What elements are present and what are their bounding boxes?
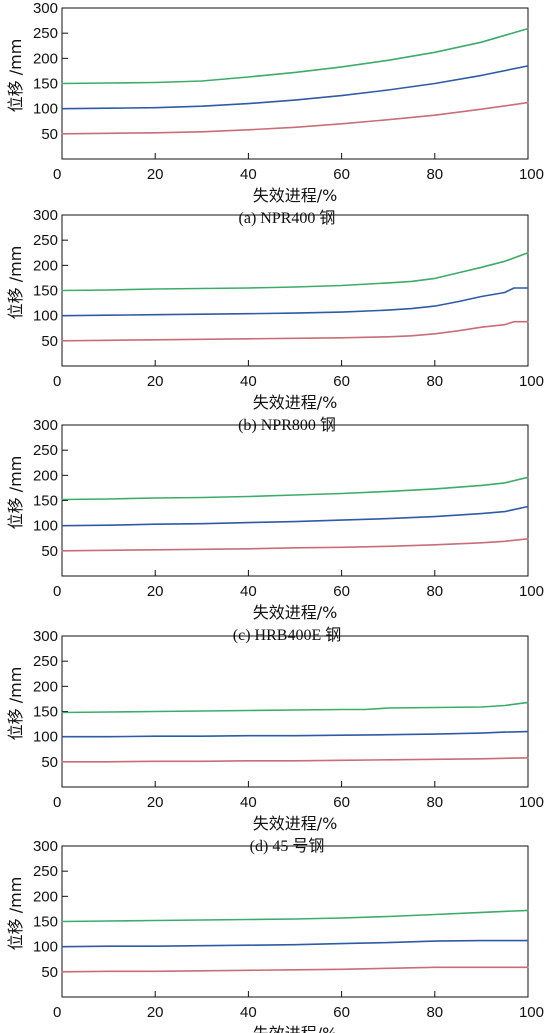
x-tick-label: 0 (53, 794, 61, 811)
series-line-2 (61, 966, 529, 973)
x-axis-label: 失效进程/% (253, 1024, 338, 1033)
x-axis-label: 失效进程/% (253, 814, 338, 833)
y-tick-label: 250 (33, 863, 58, 880)
y-tick-label: 300 (33, 207, 58, 224)
chart-panel-2: 50 100 150 200 250 300 0 20 40 60 80 100 失效进程/% 位移 /m… (6, 417, 544, 644)
x-tick-label: 100 (519, 583, 544, 600)
panel-caption: (a) NPR400 钢 (239, 209, 336, 227)
y-tick-label: 200 (33, 467, 58, 484)
x-tick-label: 20 (147, 583, 164, 600)
x-axis-label: 失效进程/% (253, 186, 338, 205)
y-tick-label: 100 (33, 939, 58, 956)
y-tick-label: 300 (33, 628, 58, 645)
y-tick-label: 100 (33, 518, 58, 535)
y-tick-label: 150 (33, 76, 58, 93)
x-tick-label: 0 (53, 373, 61, 390)
x-tick-label: 100 (519, 1004, 544, 1021)
y-tick-label: 50 (41, 126, 58, 143)
chart-panel-3: 50 100 150 200 250 300 0 20 40 60 80 100 失效进程/% 位移 /m… (6, 628, 544, 855)
y-tick-label: 150 (33, 493, 58, 510)
x-tick-label: 0 (53, 1004, 61, 1021)
series-line-0 (61, 909, 529, 923)
y-tick-label: 150 (33, 704, 58, 721)
x-tick-label: 20 (147, 794, 164, 811)
y-tick-label: 300 (33, 417, 58, 434)
y-tick-label: 300 (33, 0, 58, 17)
series-line-0 (61, 27, 529, 85)
x-tick-label: 60 (333, 583, 350, 600)
x-tick-label: 40 (240, 1004, 257, 1021)
x-tick-label: 80 (426, 583, 443, 600)
x-tick-label: 20 (147, 1004, 164, 1021)
y-tick-label: 200 (33, 888, 58, 905)
series-line-0 (61, 701, 529, 714)
series-line-1 (61, 65, 529, 110)
series-line-2 (61, 320, 529, 342)
series-line-2 (61, 101, 529, 135)
y-tick-label: 200 (33, 50, 58, 67)
x-tick-label: 80 (426, 373, 443, 390)
plot-frame (61, 214, 529, 367)
y-tick-label: 200 (33, 678, 58, 695)
y-tick-label: 300 (33, 838, 58, 855)
y-tick-label: 250 (33, 442, 58, 459)
series-line-2 (61, 756, 529, 763)
plot-frame (61, 424, 529, 577)
x-tick-label: 40 (240, 794, 257, 811)
series-line-1 (61, 939, 529, 948)
y-tick-label: 100 (33, 729, 58, 746)
y-tick-label: 50 (41, 754, 58, 771)
y-axis-label: 位移 /mm (6, 877, 25, 951)
series-line-1 (61, 287, 529, 317)
y-tick-label: 200 (33, 257, 58, 274)
y-tick-label: 100 (33, 101, 58, 118)
x-tick-label: 20 (147, 166, 164, 183)
chart-panel-4: 50 100 150 200 250 300 0 20 40 60 80 100 失效进程/% 位移 /m… (6, 838, 544, 1033)
y-tick-label: 250 (33, 232, 58, 249)
chart-panel-0: 50 100 150 200 250 300 0 20 40 60 80 100 失效进程/% 位移 /m… (6, 0, 544, 227)
y-axis-label: 位移 /mm (6, 39, 25, 113)
x-tick-label: 0 (53, 583, 61, 600)
x-tick-label: 20 (147, 373, 164, 390)
y-axis-label: 位移 /mm (6, 456, 25, 530)
series-line-0 (61, 252, 529, 292)
y-tick-label: 150 (33, 914, 58, 931)
series-line-1 (61, 505, 529, 527)
x-tick-label: 100 (519, 373, 544, 390)
y-tick-label: 250 (33, 25, 58, 42)
y-tick-label: 250 (33, 653, 58, 670)
y-axis-label: 位移 /mm (6, 667, 25, 741)
x-tick-label: 60 (333, 166, 350, 183)
series-line-2 (61, 537, 529, 552)
panel-caption: (c) HRB400E 钢 (233, 626, 341, 644)
x-tick-label: 60 (333, 794, 350, 811)
x-tick-label: 80 (426, 794, 443, 811)
y-tick-label: 50 (41, 964, 58, 981)
x-tick-label: 100 (519, 166, 544, 183)
x-tick-label: 40 (240, 583, 257, 600)
x-tick-label: 60 (333, 373, 350, 390)
x-tick-label: 40 (240, 166, 257, 183)
x-tick-label: 80 (426, 166, 443, 183)
y-tick-label: 50 (41, 333, 58, 350)
series-line-0 (61, 476, 529, 501)
series-line-1 (61, 730, 529, 738)
x-axis-label: 失效进程/% (253, 393, 338, 412)
y-tick-label: 100 (33, 308, 58, 325)
y-tick-label: 50 (41, 543, 58, 560)
x-tick-label: 80 (426, 1004, 443, 1021)
x-tick-label: 100 (519, 794, 544, 811)
x-tick-label: 0 (53, 166, 61, 183)
x-tick-label: 40 (240, 373, 257, 390)
x-tick-label: 60 (333, 1004, 350, 1021)
y-tick-label: 150 (33, 283, 58, 300)
x-axis-label: 失效进程/% (253, 603, 338, 622)
chart-panel-1: 50 100 150 200 250 300 0 20 40 60 80 100 失效进程/% 位移 /m… (6, 207, 544, 434)
y-axis-label: 位移 /mm (6, 246, 25, 320)
